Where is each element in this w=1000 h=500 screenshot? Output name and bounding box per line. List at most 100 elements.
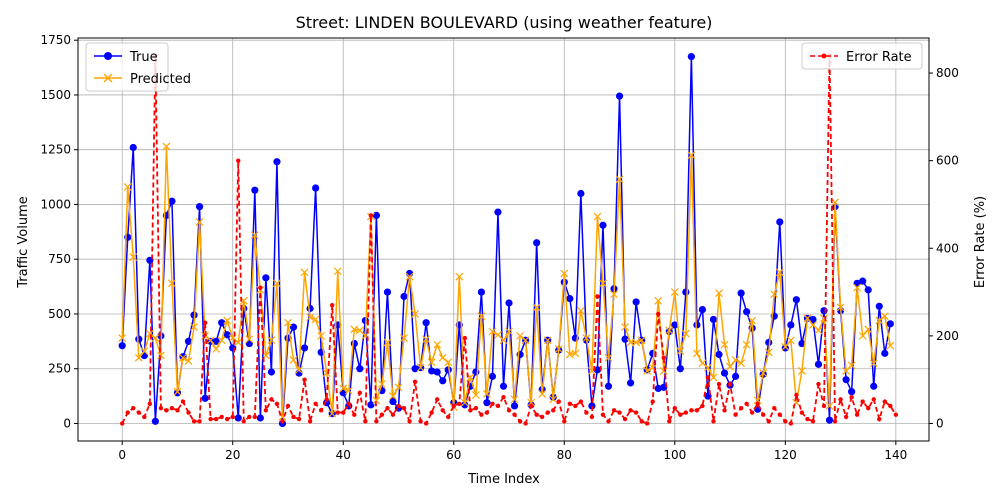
error-rate-point (644, 421, 650, 426)
predicted-point (123, 183, 132, 191)
error-rate-point (877, 416, 882, 422)
x-tick-label: 40 (336, 448, 351, 462)
predicted-point (858, 331, 867, 340)
predicted-point (295, 365, 303, 374)
error-rate-point (263, 408, 269, 413)
true-point (881, 349, 889, 357)
error-rate-point (650, 399, 655, 404)
x-tick-label: 80 (557, 448, 572, 462)
error-rate-point (821, 403, 827, 409)
predicted-point (604, 353, 613, 362)
predicted-point (543, 336, 552, 345)
true-point (715, 350, 723, 359)
error-rate-point (434, 397, 440, 402)
error-rate-point (838, 397, 843, 402)
predicted-point (510, 395, 519, 404)
true-point (195, 203, 204, 211)
x-tick-label: 100 (663, 448, 686, 462)
error-rate-point (545, 410, 550, 415)
true-point (682, 288, 690, 296)
true-point (599, 221, 607, 229)
legend-true-marker (104, 52, 112, 60)
true-point (312, 184, 320, 192)
error-rate-point (656, 311, 661, 317)
true-point (461, 401, 469, 409)
predicted-point (538, 389, 547, 398)
error-rate-point (258, 285, 263, 290)
error-rate-point (888, 403, 893, 409)
error-rate-point (539, 414, 545, 420)
x-axis-label: Time Index (467, 472, 540, 487)
true-point (621, 335, 629, 343)
y-tick-label: 500 (48, 307, 71, 321)
error-rate-point (457, 401, 462, 406)
true-point (433, 368, 441, 376)
error-rate-point (617, 410, 622, 415)
y-tick-label: 1500 (40, 88, 71, 102)
true-point (698, 305, 707, 314)
error-rate-point (606, 419, 611, 424)
error-rate-point (573, 403, 578, 409)
predicted-point (593, 212, 602, 221)
error-rate-point (667, 419, 672, 424)
predicted-line (121, 146, 892, 417)
error-rate-point (628, 408, 633, 413)
predicted-point (234, 338, 243, 347)
predicted-point (560, 269, 569, 278)
predicted-point (190, 323, 198, 332)
predicted-point (599, 279, 607, 288)
predicted-point (306, 313, 315, 322)
predicted-point (687, 151, 696, 160)
true-point (615, 92, 624, 100)
error-rate-point (772, 405, 777, 411)
predicted-point (140, 347, 149, 356)
y2-tick-label: 0 (936, 416, 944, 430)
predicted-point (284, 318, 292, 327)
error-rate-point (440, 408, 445, 413)
error-rate-point (186, 410, 191, 415)
series-layer (118, 53, 899, 428)
true-point (499, 382, 508, 390)
error-rate-point (473, 405, 479, 411)
error-rate-point (302, 377, 307, 382)
true-point (510, 402, 519, 410)
error-rate-point (269, 397, 274, 402)
error-rate-point (247, 414, 252, 420)
predicted-point (737, 359, 746, 368)
true-point (875, 302, 883, 310)
predicted-point (118, 334, 127, 342)
predicted-point (212, 345, 221, 353)
true-point (428, 367, 436, 375)
x-tick-label: 20 (225, 448, 240, 462)
y-tick-label: 1000 (40, 197, 71, 211)
y-tick-label: 250 (48, 362, 71, 376)
predicted-point (831, 198, 839, 207)
plot-frame (77, 37, 930, 442)
true-point (566, 295, 574, 303)
true-point (135, 335, 143, 343)
predicted-point (549, 395, 558, 404)
error-rate-point (318, 408, 324, 413)
error-rate-point (551, 408, 556, 413)
error-rate-point (578, 399, 584, 404)
error-rate-point (131, 405, 136, 411)
y2-tick-label: 400 (936, 241, 959, 255)
predicted-point (670, 288, 679, 296)
predicted-point (869, 359, 878, 368)
true-point (731, 372, 740, 380)
error-rate-point (738, 405, 744, 411)
error-rate-point (562, 419, 567, 424)
predicted-point (847, 361, 856, 370)
error-rate-point (849, 394, 854, 400)
error-rate-point (418, 419, 423, 424)
error-rate-point (125, 410, 130, 415)
true-point (356, 365, 364, 373)
x-tick-label: 60 (446, 448, 461, 462)
predicted-point (289, 356, 298, 364)
y-tick-label: 1250 (40, 143, 71, 157)
predicted-point (676, 347, 685, 356)
predicted-point (626, 338, 635, 347)
true-point (671, 321, 679, 329)
error-rate-point (241, 419, 246, 424)
predicted-point (864, 325, 873, 334)
